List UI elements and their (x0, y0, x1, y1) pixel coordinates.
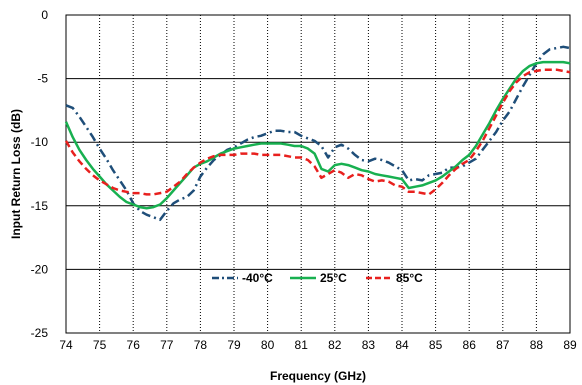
series-line-85c (64, 68, 571, 196)
legend-label: 25°C (320, 271, 347, 285)
x-tick-label: 85 (429, 338, 443, 352)
x-tick-label: 87 (496, 338, 510, 352)
x-tick-label: 77 (160, 338, 174, 352)
x-tick-label: 84 (395, 338, 409, 352)
legend: -40°C 25°C 85°C (212, 271, 423, 285)
x-tick-label: 83 (362, 338, 376, 352)
x-tick-label: 74 (59, 338, 73, 352)
x-tick-label: 82 (328, 338, 342, 352)
y-tick-label: -5 (37, 72, 48, 86)
series-lines (64, 45, 571, 222)
plot-area (65, 14, 571, 334)
x-tick-labels: 74 75 76 77 78 79 80 81 82 83 84 85 86 87 88 89 (59, 338, 577, 352)
x-tick-label: 88 (530, 338, 544, 352)
x-tick-label: 89 (563, 338, 577, 352)
y-tick-label: -20 (31, 262, 49, 276)
y-tick-label: 0 (41, 8, 48, 22)
x-tick-label: 86 (463, 338, 477, 352)
y-axis-title: Input Return Loss (dB) (9, 109, 23, 239)
x-tick-label: 78 (194, 338, 208, 352)
x-tick-label: 81 (295, 338, 309, 352)
grid-lines (66, 15, 570, 333)
y-tick-labels: 0 -5 -10 -15 -20 -25 (31, 8, 49, 340)
legend-label: -40°C (242, 271, 273, 285)
y-tick-label: -10 (31, 135, 49, 149)
x-tick-label: 76 (127, 338, 141, 352)
y-tick-label: -25 (31, 326, 49, 340)
x-tick-label: 80 (261, 338, 275, 352)
legend-label: 85°C (396, 271, 423, 285)
y-tick-label: -15 (31, 199, 49, 213)
series-line-25c (64, 60, 571, 210)
x-axis-title: Frequency (GHz) (270, 369, 366, 383)
x-tick-label: 75 (93, 338, 107, 352)
x-tick-label: 79 (227, 338, 241, 352)
series-line-40c (65, 45, 571, 222)
